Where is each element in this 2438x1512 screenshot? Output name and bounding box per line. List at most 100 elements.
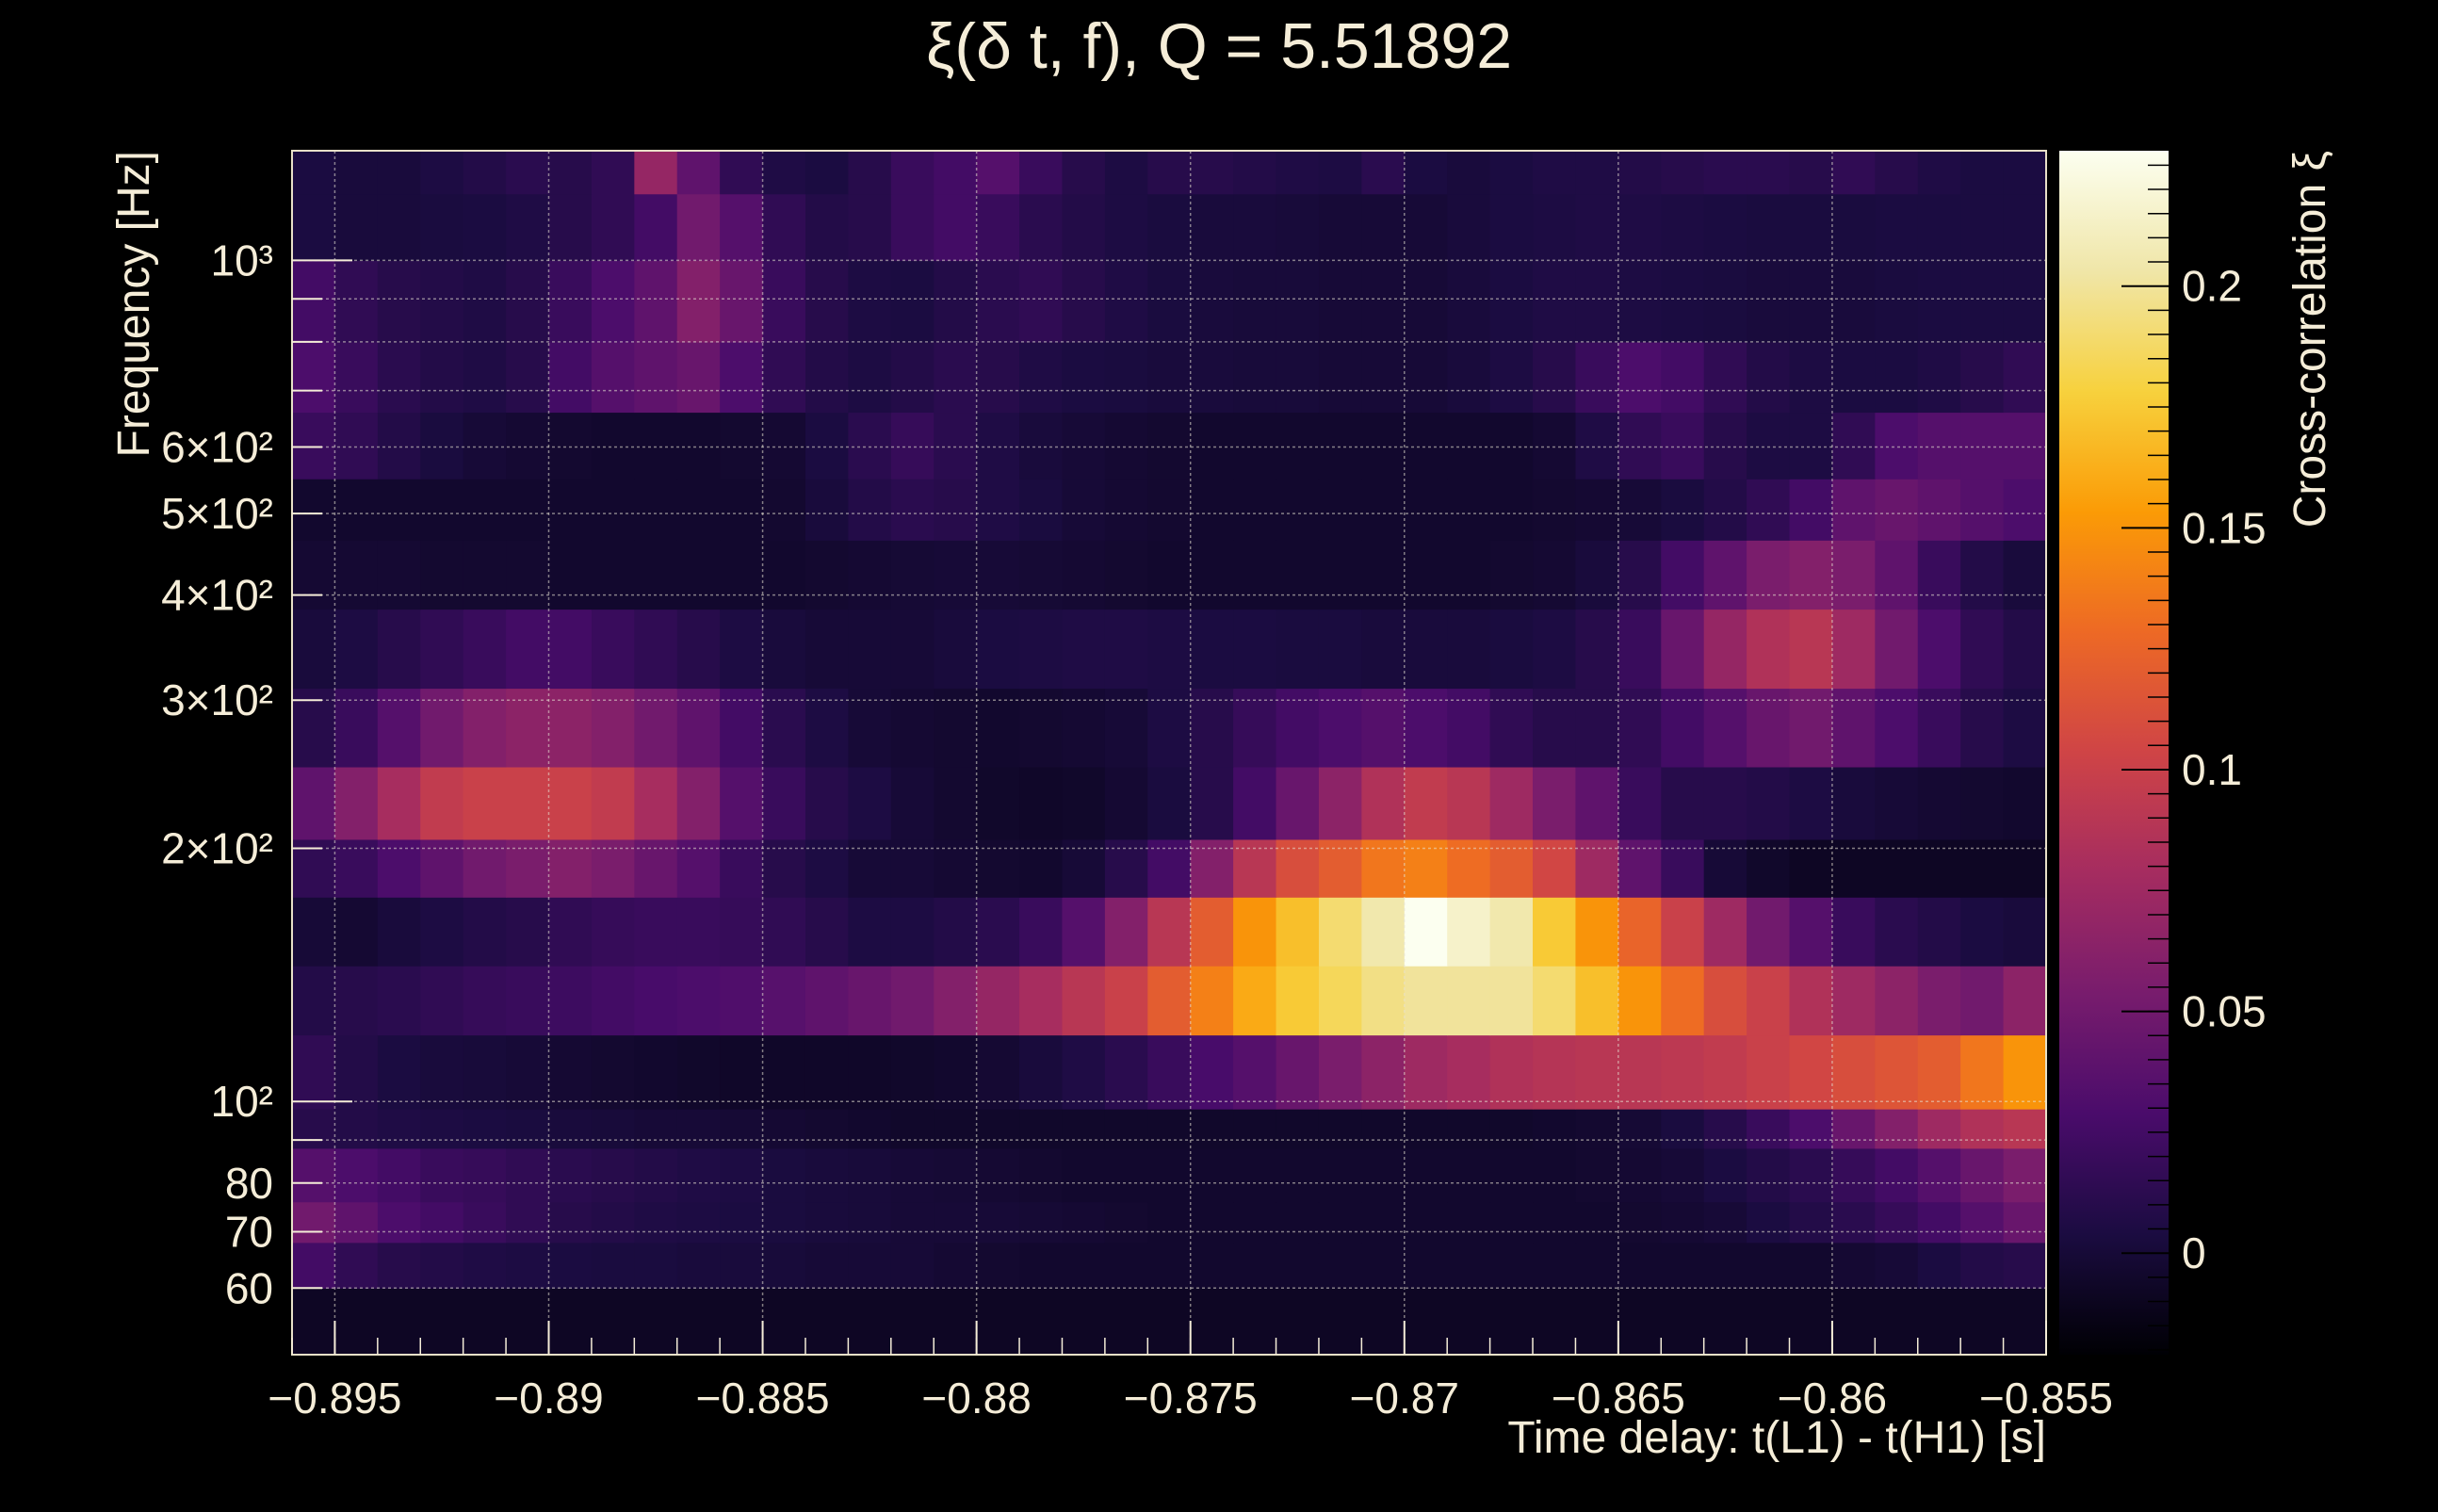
- heatmap-cell: [934, 1109, 978, 1149]
- heatmap-cell: [2003, 193, 2047, 261]
- heatmap-cell: [1875, 540, 1919, 610]
- heatmap-cell: [1789, 609, 1833, 690]
- heatmap-cell: [1575, 1034, 1619, 1110]
- heatmap-cell: [890, 897, 935, 967]
- heatmap-cell: [676, 609, 721, 690]
- heatmap-cell: [1190, 688, 1234, 768]
- colorbar-axis: 0 0.05 0.1 0.15 0.2: [2121, 164, 2267, 1351]
- heatmap-cell: [1404, 766, 1448, 840]
- heatmap-cell: [1917, 1109, 1961, 1149]
- y-tick-label: 10³: [211, 236, 273, 285]
- heatmap-cell: [1233, 897, 1277, 967]
- heatmap-cell: [1361, 1034, 1406, 1110]
- heatmap-cell: [292, 1242, 336, 1289]
- heatmap-cell: [762, 341, 806, 414]
- heatmap-cell: [1404, 1288, 1448, 1356]
- heatmap-cell: [463, 540, 507, 610]
- heatmap-cell: [1062, 540, 1106, 610]
- heatmap-cell: [1361, 766, 1406, 840]
- heatmap-cell: [1703, 151, 1747, 195]
- heatmap-cell: [1147, 688, 1192, 768]
- plot-frame: [291, 150, 2047, 1356]
- heatmap-cell: [1404, 1242, 1448, 1289]
- heatmap-cell: [1917, 1201, 1961, 1244]
- heatmap-cell: [1575, 966, 1619, 1036]
- heatmap-cell: [1104, 1147, 1148, 1203]
- heatmap-cell: [976, 260, 1020, 343]
- heatmap-cell: [1233, 1034, 1277, 1110]
- x-tick-label: −0.86: [1778, 1374, 1887, 1423]
- heatmap-cell: [1404, 193, 1448, 261]
- heatmap-cell: [1875, 151, 1919, 195]
- y-tick-label: 2×10²: [161, 823, 273, 872]
- heatmap-cell: [1019, 897, 1064, 967]
- heatmap-cell: [1019, 1288, 1064, 1356]
- heatmap-cell: [976, 609, 1020, 690]
- heatmap-cell: [634, 1109, 678, 1149]
- heatmap-cell: [377, 688, 421, 768]
- heatmap-cell: [1617, 151, 1662, 195]
- heatmap-cell: [1789, 1147, 1833, 1203]
- heatmap-cell: [1617, 688, 1662, 768]
- colorbar: [2059, 151, 2169, 1355]
- heatmap-cell: [1190, 1201, 1234, 1244]
- heatmap-cell: [1062, 1109, 1106, 1149]
- heatmap-cell: [2003, 966, 2047, 1036]
- heatmap-cell: [634, 966, 678, 1036]
- heatmap-cell: [2003, 1201, 2047, 1244]
- heatmap-cell: [1575, 688, 1619, 768]
- heatmap-cell: [1062, 1147, 1106, 1203]
- heatmap-cell: [720, 1201, 764, 1244]
- heatmap-cell: [1404, 897, 1448, 967]
- heatmap-cell: [1703, 1288, 1747, 1356]
- heatmap-cell: [292, 1034, 336, 1110]
- heatmap-cell: [1789, 766, 1833, 840]
- heatmap-cell: [463, 260, 507, 343]
- heatmap-cell: [548, 766, 593, 840]
- heatmap-cell: [1661, 609, 1705, 690]
- heatmap-cell: [1404, 412, 1448, 480]
- heatmap-cell: [1617, 1147, 1662, 1203]
- heatmap-cell: [1361, 1242, 1406, 1289]
- heatmap-cell: [1960, 609, 2005, 690]
- heatmap-cell: [805, 688, 849, 768]
- heatmap-cell: [762, 412, 806, 480]
- heatmap-cell: [1661, 540, 1705, 610]
- heatmap-cell: [934, 609, 978, 690]
- heatmap-cell: [634, 479, 678, 541]
- heatmap-cell: [805, 151, 849, 195]
- heatmap-cell: [1747, 151, 1791, 195]
- heatmap-cell: [1062, 260, 1106, 343]
- heatmap-cell: [591, 766, 635, 840]
- heatmap-cell: [1533, 1201, 1577, 1244]
- heatmap-cell: [2003, 412, 2047, 480]
- heatmap-cell: [377, 151, 421, 195]
- heatmap-cell: [1062, 897, 1106, 967]
- heatmap-cell: [1703, 766, 1747, 840]
- heatmap-cell: [334, 412, 379, 480]
- heatmap-cell: [1447, 1109, 1491, 1149]
- heatmap-cell: [1318, 966, 1362, 1036]
- heatmap-cell: [848, 609, 892, 690]
- heatmap-cell: [676, 479, 721, 541]
- heatmap-cell: [1190, 1242, 1234, 1289]
- colorbar-tick-label: 0.2: [2182, 262, 2242, 311]
- heatmap-cell: [1489, 1034, 1534, 1110]
- heatmap-cell: [1489, 766, 1534, 840]
- heatmap-cell: [1447, 479, 1491, 541]
- y-tick-label: 6×10²: [161, 422, 273, 471]
- heatmap-cell: [1404, 479, 1448, 541]
- heatmap-cell: [1489, 688, 1534, 768]
- heatmap-cell: [1703, 1034, 1747, 1110]
- heatmap-cell: [506, 1288, 550, 1356]
- heatmap-cell: [762, 766, 806, 840]
- heatmap-cell: [1019, 151, 1064, 195]
- heatmap-cell: [1703, 341, 1747, 414]
- heatmap-cell: [1617, 260, 1662, 343]
- heatmap-cell: [976, 1034, 1020, 1110]
- heatmap-cell: [463, 688, 507, 768]
- heatmap-cell: [1661, 151, 1705, 195]
- heatmap-cell: [1019, 1201, 1064, 1244]
- heatmap-cell: [762, 897, 806, 967]
